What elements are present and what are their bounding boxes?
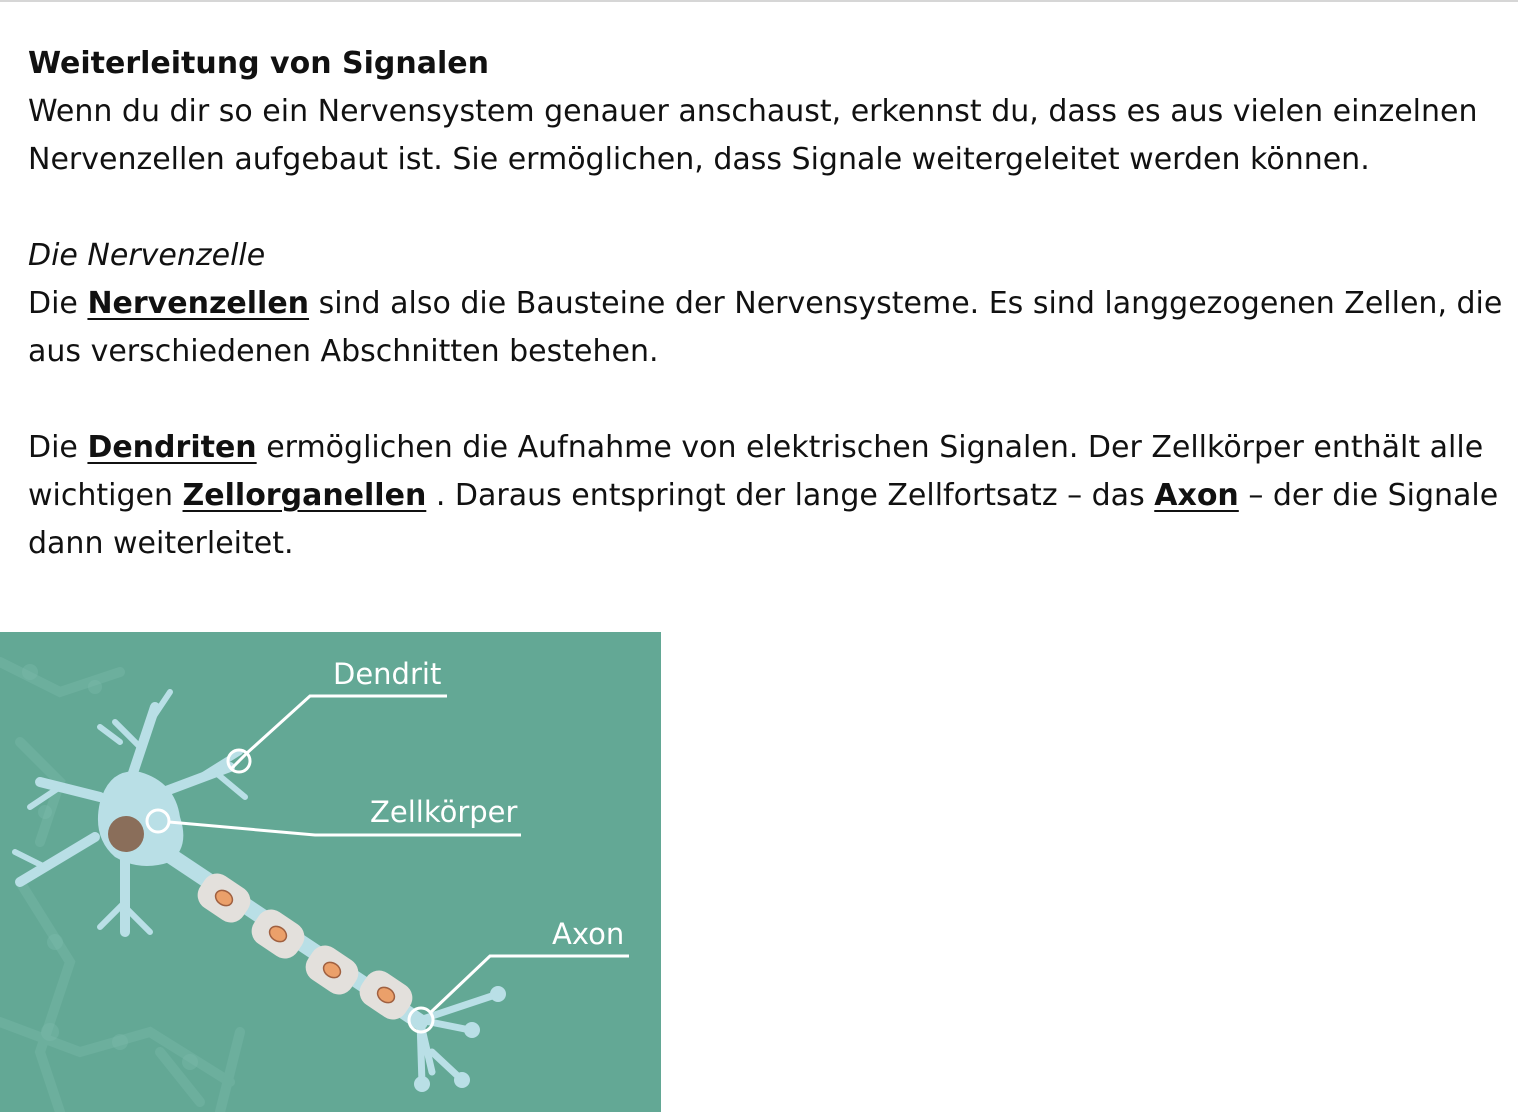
callout-zellkoerper bbox=[145, 808, 521, 837]
callout-dendrit bbox=[226, 694, 447, 774]
neuron-figure: Dendrit Zellkörper Axon bbox=[0, 632, 661, 1112]
text-run: . Daraus entspringt der lange Zellfortsa… bbox=[426, 478, 1155, 513]
label-zellkoerper: Zellkörper bbox=[370, 795, 517, 829]
text-run: Die bbox=[28, 286, 88, 321]
axon-terminals bbox=[416, 990, 502, 1088]
text-run: Die bbox=[28, 430, 88, 465]
nucleus bbox=[108, 816, 144, 852]
top-border bbox=[0, 0, 1518, 2]
text-run: ermöglichen die Aufnahme von elektrische… bbox=[28, 430, 1484, 513]
term-axon: Axon bbox=[1154, 478, 1239, 513]
nervenzellen-paragraph: Die Nervenzellen sind also die Bausteine… bbox=[28, 280, 1506, 376]
term-dendriten: Dendriten bbox=[87, 430, 257, 465]
dendriten-paragraph: Die Dendriten ermöglichen die Aufnahme v… bbox=[28, 424, 1506, 568]
neuron-diagram: Dendrit Zellkörper Axon bbox=[0, 657, 629, 1112]
subsection-heading: Die Nervenzelle bbox=[28, 238, 266, 273]
text-run: – der die Signale dann weiterleitet. bbox=[28, 478, 1499, 561]
term-nervenzellen: Nervenzellen bbox=[87, 286, 310, 321]
label-dendrit: Dendrit bbox=[333, 657, 441, 691]
terminal-buttons bbox=[414, 986, 506, 1092]
term-zellorganellen: Zellorganellen bbox=[182, 478, 427, 513]
label-axon: Axon bbox=[552, 917, 624, 951]
section-heading: Weiterleitung von Signalen bbox=[28, 46, 489, 81]
spacer bbox=[28, 376, 1506, 424]
background-neurons bbox=[0, 657, 245, 1112]
spacer bbox=[28, 184, 1506, 232]
document-body: Weiterleitung von Signalen Wenn du dir s… bbox=[28, 40, 1506, 568]
myelin-sheaths bbox=[197, 873, 413, 1020]
text-run: sind also die Bausteine der Nervensystem… bbox=[28, 286, 1503, 369]
callout-axon bbox=[407, 954, 629, 1034]
background-dots bbox=[22, 664, 198, 1070]
intro-paragraph: Wenn du dir so ein Nervensystem genauer … bbox=[28, 94, 1478, 177]
